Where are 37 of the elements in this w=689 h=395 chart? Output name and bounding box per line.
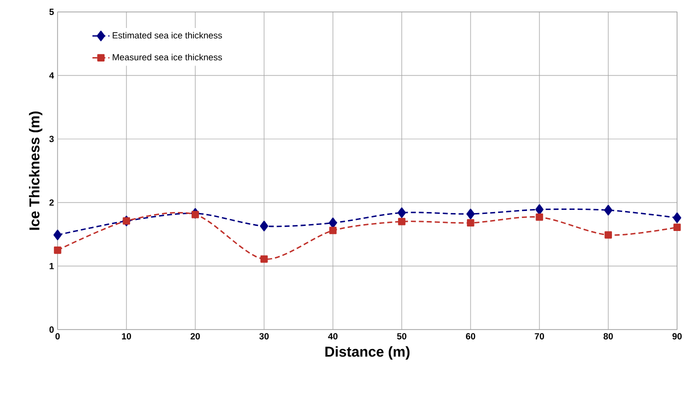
point [672,212,682,223]
y-tick-label: 1 [50,262,54,270]
point [466,208,475,220]
y-tick-label: 4 [49,72,54,78]
point [329,226,337,234]
point [673,224,681,231]
point [466,219,474,226]
x-tick-label: 30 [259,333,269,340]
legend-label: Estimated sea ice thickness [112,32,222,38]
x-tick-label: 50 [397,333,406,340]
x-tick-label: 90 [672,333,682,340]
point [260,255,268,263]
y-tick-label: 2 [49,199,54,206]
point [192,210,199,218]
point [398,207,406,218]
y-tick-label: 3 [49,136,54,142]
x-tick-label: 80 [604,333,613,340]
point [604,231,612,239]
y-tick-label: 0 [49,326,54,333]
point [328,218,338,228]
point [54,246,62,254]
point [260,220,268,232]
x-tick-label: 0 [55,333,60,340]
x-tick-label: 60 [466,333,476,340]
point [535,204,544,215]
x-tick-label: 20 [190,333,200,340]
legend-label: Measured sea ice thickness [112,54,222,60]
x-tick-label: 70 [534,333,544,340]
x-tick-label: 10 [122,333,132,340]
y-axis-title: Ice Thickness (m) [28,111,42,230]
point [398,218,406,226]
x-tick-label: 40 [328,333,338,340]
y-tick-label: 5 [49,8,54,15]
x-axis-title: Distance (m) [325,346,410,360]
point [604,204,612,216]
point [53,230,62,240]
point [536,213,544,221]
